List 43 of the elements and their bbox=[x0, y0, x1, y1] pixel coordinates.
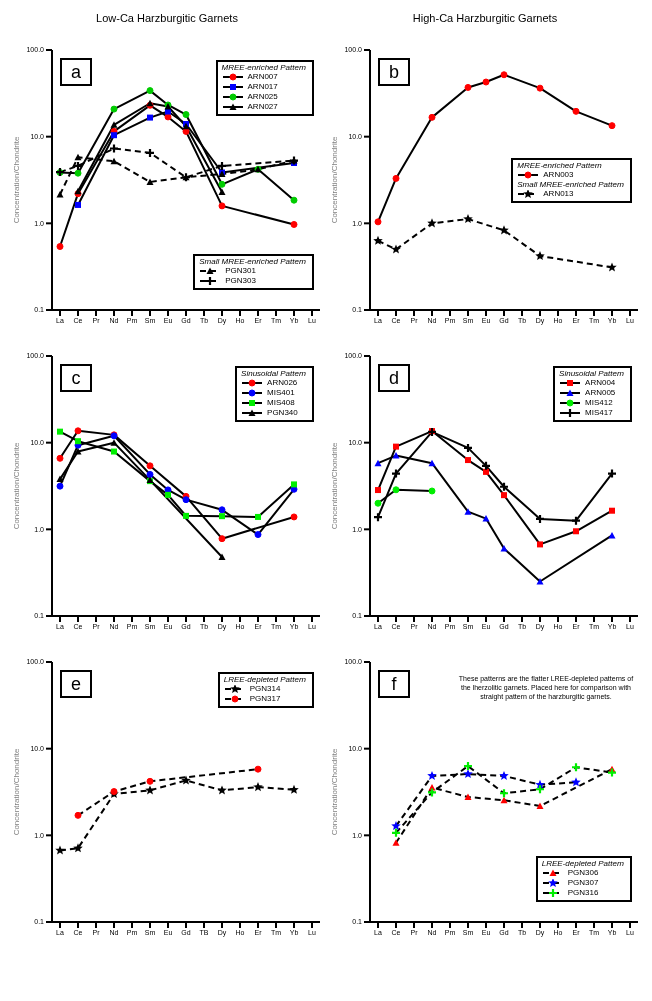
legend-label: MIS412 bbox=[585, 398, 613, 408]
legend-label: MIS401 bbox=[267, 388, 295, 398]
legend-title: MREE-enriched Pattern bbox=[221, 63, 306, 72]
legend-label: ARN004 bbox=[585, 378, 616, 388]
legend-label: PGN340 bbox=[267, 408, 298, 418]
legend-title: LREE-depleted Pattern bbox=[223, 675, 306, 684]
legend-label: ARN005 bbox=[585, 388, 616, 398]
y-axis-title: Concentration/Chondrite bbox=[329, 748, 339, 836]
legend-title: MREE-enriched Pattern bbox=[517, 161, 603, 170]
legend-label: ARN017 bbox=[247, 82, 278, 92]
legend-label: ARN003 bbox=[543, 170, 574, 180]
legend-label: ARN027 bbox=[247, 102, 278, 112]
legend-label: ARN026 bbox=[267, 378, 298, 388]
annotation: d bbox=[378, 364, 410, 392]
annotation: f bbox=[378, 670, 410, 698]
legend-label: PGN301 bbox=[225, 266, 256, 276]
legend-label: PGN317 bbox=[249, 694, 281, 704]
legend-label: PGN316 bbox=[567, 888, 599, 898]
legend-title: Sinusoidal Pattern bbox=[241, 369, 306, 378]
y-axis-title: Concentration/Chondrite bbox=[329, 442, 339, 530]
annotation: b bbox=[378, 58, 410, 86]
chart-title: High-Ca Harzburgitic Garnets bbox=[411, 11, 559, 26]
legend-label: PGN314 bbox=[249, 684, 281, 694]
legend-label: ARN013 bbox=[543, 189, 574, 199]
legend-label: PGN303 bbox=[225, 276, 256, 286]
legend-label: MIS417 bbox=[585, 408, 613, 418]
legend-label: MIS408 bbox=[267, 398, 295, 408]
y-axis-title: Concentration/Chondrite bbox=[11, 442, 21, 530]
annotation: Small MREE-enriched Pattern bbox=[199, 257, 306, 266]
y-axis-title: Concentration/Chondrite bbox=[11, 748, 21, 836]
annotation: c bbox=[60, 364, 92, 392]
legend-title: Sinusoidal Pattern bbox=[559, 369, 624, 378]
annotation: Small MREE-enriched Pattern bbox=[517, 180, 624, 189]
annotation: e bbox=[60, 670, 92, 698]
legend-label: ARN025 bbox=[247, 92, 278, 102]
legend-label: ARN007 bbox=[247, 72, 278, 82]
legend-label: PGN306 bbox=[567, 868, 599, 878]
legend-title: LREE-depleted Pattern bbox=[541, 859, 624, 868]
y-axis-title: Concentration/Chondrite bbox=[329, 136, 339, 224]
annotation: a bbox=[60, 58, 92, 86]
legend-label: PGN307 bbox=[567, 878, 599, 888]
y-axis-title: Concentration/Chondrite bbox=[11, 136, 21, 224]
chart-title: Low-Ca Harzburgitic Garnets bbox=[95, 11, 239, 26]
